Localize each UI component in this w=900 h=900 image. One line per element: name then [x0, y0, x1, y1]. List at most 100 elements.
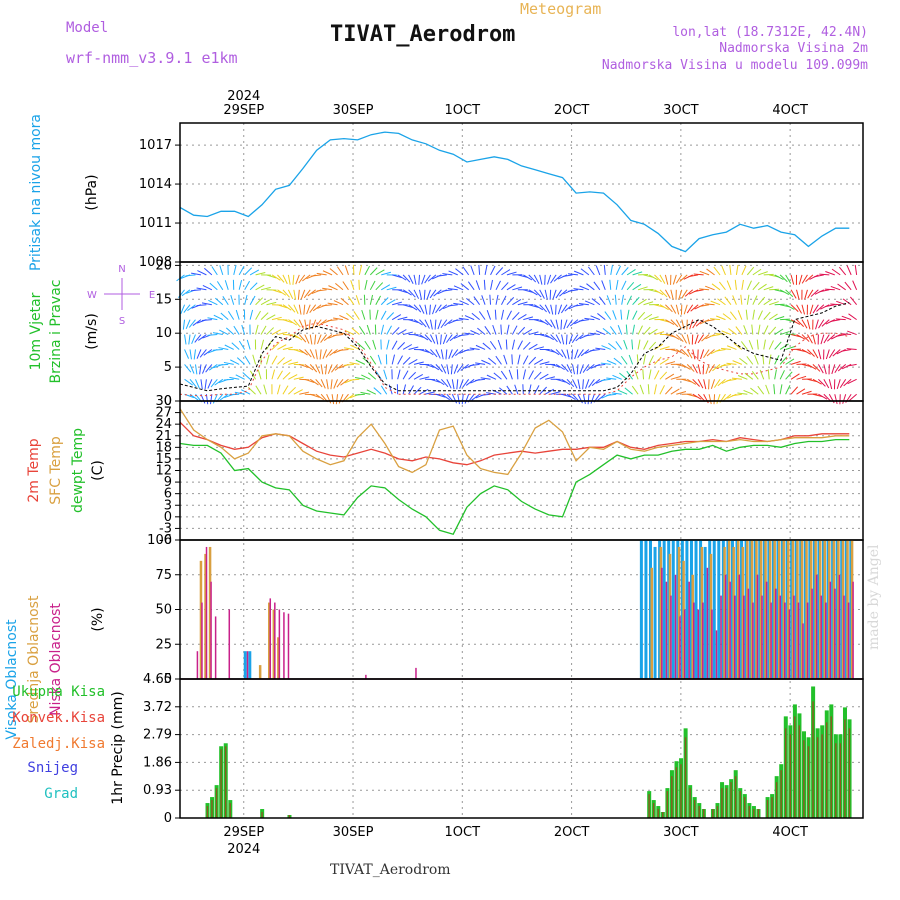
wind-barb	[854, 264, 858, 275]
wind-barb	[244, 280, 251, 291]
wind-barb	[430, 349, 438, 358]
cloud-mid-bar	[750, 540, 754, 679]
wind-barb	[672, 274, 677, 285]
wind-barb	[555, 304, 557, 315]
wind-barb	[413, 319, 423, 326]
wind-barb	[436, 274, 447, 277]
y-tick-label: 75	[155, 568, 172, 583]
wind-barb	[704, 303, 715, 306]
wind-barb	[508, 369, 513, 380]
wind-barb	[299, 378, 310, 381]
y-tick-label: 4.65	[143, 672, 172, 687]
wind-barb	[424, 304, 428, 315]
wind-barb	[522, 341, 531, 350]
wind-barb	[218, 363, 229, 366]
wind-barb	[735, 326, 743, 335]
wind-barb	[688, 274, 699, 278]
wind-barb	[435, 378, 445, 386]
wind-barb	[196, 304, 207, 307]
wind-barb	[238, 265, 245, 276]
wind-barb	[249, 269, 260, 276]
wind-barb	[768, 326, 777, 335]
cloud-mid-axis-label: Srednja Oblacnost	[26, 595, 42, 723]
wind-barb	[608, 342, 617, 350]
wind-barb	[821, 319, 830, 327]
wind-barb	[852, 280, 858, 290]
precip-conv-bar	[744, 797, 746, 818]
wind-barb	[768, 354, 772, 365]
wind-barb	[419, 304, 425, 314]
precip-conv-bar	[844, 719, 846, 818]
wind-barb	[528, 331, 539, 336]
cloud-low-bar	[720, 595, 722, 679]
wind-barb	[765, 384, 770, 395]
wind-barb	[694, 304, 704, 310]
wind-barb	[637, 311, 646, 320]
precip-legend-label: Zaledj.Kisa	[12, 736, 105, 752]
wind-barb	[322, 349, 328, 359]
wind-barb	[555, 349, 564, 358]
wind-barb	[349, 378, 360, 381]
wind-barb	[754, 354, 759, 365]
top-year-label: 2024	[227, 89, 260, 104]
wind-barb	[796, 289, 800, 300]
wind-barb	[544, 319, 553, 328]
wind-barb	[721, 363, 732, 367]
wind-barb	[495, 280, 501, 291]
wind-barb	[201, 319, 212, 322]
wind-barb	[653, 384, 657, 395]
wind-barb	[467, 281, 475, 291]
wind-barb	[848, 393, 857, 402]
wind-barb	[807, 334, 813, 344]
cloud-low-bar	[287, 613, 290, 679]
cloud-mid-bar	[732, 546, 735, 679]
wind-barb	[812, 364, 821, 372]
wind-barb	[587, 266, 595, 276]
y-tick-label: 0	[164, 510, 172, 525]
wind-barb	[575, 334, 584, 342]
cloud-low-bar	[738, 574, 741, 679]
wind-barb	[429, 334, 436, 344]
wind-barb	[293, 389, 303, 395]
wind-barb	[500, 324, 502, 335]
wind-barb	[648, 355, 654, 365]
wind-barb	[432, 304, 437, 315]
wind-barb	[774, 355, 780, 365]
wind-barb	[327, 319, 338, 322]
wind-barb	[566, 393, 576, 400]
wind-barb	[708, 379, 710, 390]
cloud-low-bar	[670, 595, 672, 679]
wind-barb	[816, 304, 825, 312]
wind-barb	[562, 274, 573, 277]
wind-barb	[229, 376, 240, 380]
wind-barb	[475, 280, 481, 290]
wind-barb	[659, 304, 669, 311]
wind-barb	[451, 379, 455, 390]
wind-barb	[564, 304, 573, 312]
wind-barb	[692, 364, 698, 374]
cloud-unit-label: (%)	[90, 607, 106, 631]
wind-barb	[364, 340, 371, 350]
wind-barb	[356, 342, 366, 350]
wind-barb	[218, 347, 229, 350]
wind-barb	[460, 363, 469, 371]
wind-barb	[277, 289, 287, 296]
wind-barb	[304, 349, 312, 358]
cloud-high-bar	[694, 540, 698, 679]
cloud-low-bar	[278, 609, 281, 679]
wind-barb	[746, 356, 754, 365]
wind-barb	[823, 364, 827, 375]
wind-barb	[282, 304, 292, 311]
wind-barb	[246, 339, 251, 350]
wind-barb	[560, 304, 568, 314]
precip-conv-bar	[680, 764, 682, 818]
cloud-mid-bar	[764, 540, 767, 679]
wind-barb	[528, 343, 538, 350]
cloud-mid-bar	[832, 540, 836, 679]
wind-barb	[366, 324, 371, 335]
wind-barb	[582, 394, 586, 405]
y-tick-label: 18	[155, 440, 172, 455]
panel-frame	[179, 678, 864, 819]
wind-barb	[196, 349, 202, 359]
cloud-low-bar	[765, 581, 768, 679]
